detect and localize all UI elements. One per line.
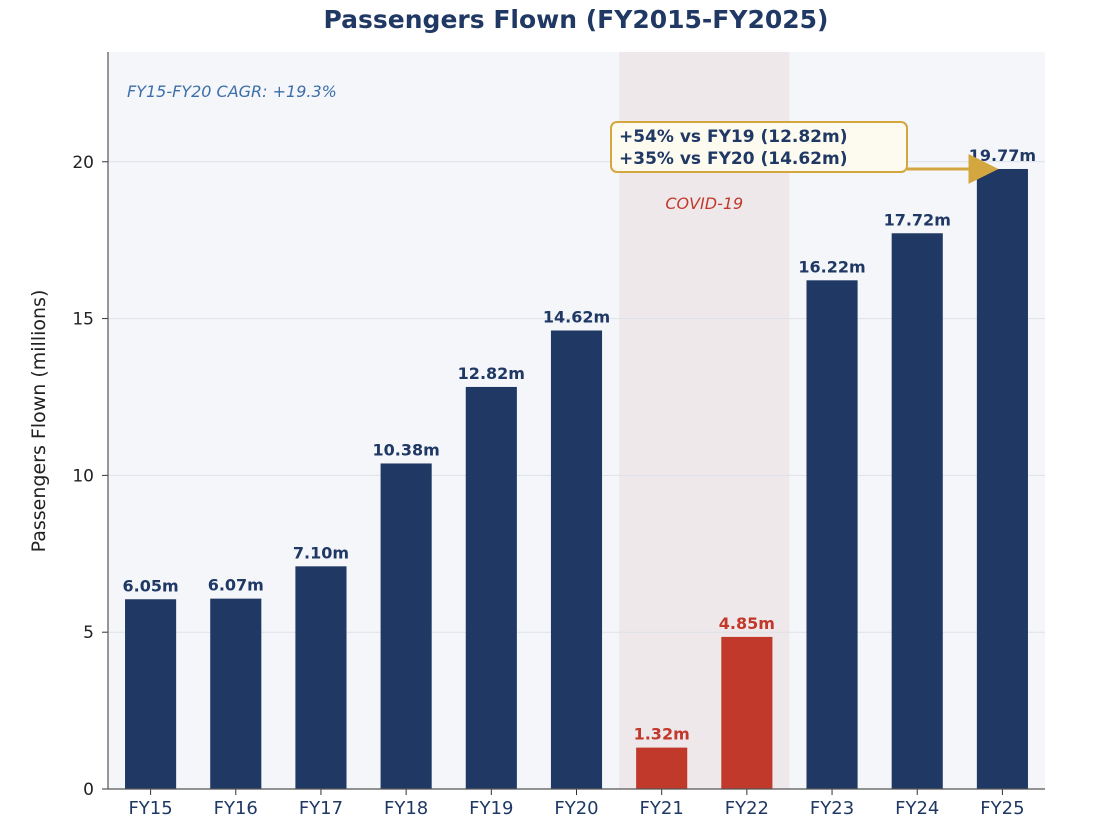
x-axis-ticks: FY15 FY16 FY17 FY18 FY19 FY20 FY21 FY22 FY23 FY24… [128, 789, 1025, 819]
bar [125, 599, 177, 789]
callout-line-2: +35% vs FY20 (14.62m) [619, 149, 848, 169]
bar [295, 566, 347, 789]
bar [976, 168, 1028, 790]
y-axis-label: Passengers Flown (millions) [28, 290, 50, 553]
x-tick-label: FY15 [128, 798, 172, 819]
x-tick-label: FY25 [980, 798, 1024, 819]
data-label: 7.10m [293, 543, 349, 562]
bar [806, 280, 858, 789]
chart-title: Passengers Flown (FY2015-FY2025) [324, 5, 829, 34]
data-label: 6.07m [208, 576, 264, 595]
data-label: 10.38m [372, 440, 439, 459]
x-tick-label: FY16 [214, 798, 258, 819]
bars [125, 168, 1028, 790]
y-tick-label: 20 [72, 153, 94, 173]
covid-label: COVID-19 [665, 194, 743, 213]
bar [636, 747, 688, 789]
data-label: 14.62m [543, 307, 610, 326]
bar [891, 233, 943, 790]
cagr-annotation: FY15-FY20 CAGR: +19.3% [127, 82, 337, 101]
data-label: 1.32m [634, 725, 690, 744]
y-tick-label: 15 [72, 310, 94, 330]
y-tick-label: 0 [83, 780, 94, 800]
x-tick-label: FY23 [810, 798, 854, 819]
data-label: 17.72m [884, 210, 951, 229]
x-tick-label: FY24 [895, 798, 939, 819]
callout-line-1: +54% vs FY19 (12.82m) [619, 127, 848, 147]
data-label: 16.22m [798, 257, 865, 276]
x-tick-label: FY19 [469, 798, 513, 819]
x-tick-label: FY21 [640, 798, 684, 819]
bar [210, 598, 262, 789]
x-tick-label: FY20 [554, 798, 598, 819]
bar [465, 386, 517, 789]
callout-annotation: +54% vs FY19 (12.82m) +35% vs FY20 (14.6… [610, 121, 999, 184]
x-tick-label: FY18 [384, 798, 428, 819]
y-tick-label: 5 [83, 623, 94, 643]
data-label: 6.05m [123, 576, 179, 595]
bar [550, 330, 603, 789]
x-tick-label: FY17 [299, 798, 343, 819]
bar [721, 636, 773, 789]
data-label: 12.82m [458, 364, 525, 383]
callout-box [610, 121, 908, 173]
bar [380, 463, 432, 789]
x-tick-label: FY22 [725, 798, 769, 819]
data-label: 19.77m [969, 146, 1036, 165]
data-label: 4.85m [719, 614, 775, 633]
y-tick-label: 10 [72, 466, 94, 486]
y-axis-ticks: 0 5 10 15 20 [72, 153, 108, 800]
